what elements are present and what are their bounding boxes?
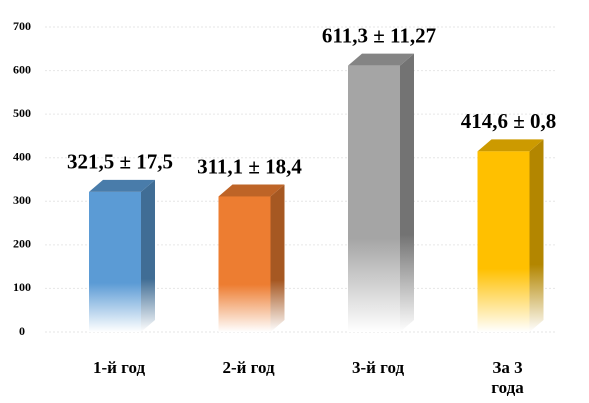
bar <box>348 65 400 332</box>
y-tick-label: 500 <box>13 106 31 120</box>
x-tick-label: За 3 года <box>491 358 524 397</box>
bar-side <box>141 179 155 332</box>
bar-top <box>477 139 544 152</box>
bar-top <box>89 179 155 192</box>
bar-side <box>400 53 414 332</box>
y-tick-label: 0 <box>19 324 25 338</box>
bar <box>89 191 141 332</box>
x-tick-label: 3-й год <box>351 358 405 377</box>
bar <box>218 196 271 332</box>
bar-top <box>218 184 285 197</box>
value-label: 414,6 ± 0,8 <box>461 109 557 133</box>
value-label: 321,5 ± 17,5 <box>67 150 173 174</box>
bar <box>477 151 530 332</box>
bar-top <box>348 53 414 66</box>
value-label: 611,3 ± 11,27 <box>322 23 436 47</box>
y-tick-label: 400 <box>13 149 31 163</box>
bar-side <box>529 139 544 332</box>
y-tick-label: 200 <box>13 237 31 251</box>
bar-side <box>270 184 285 332</box>
y-tick-label: 100 <box>13 280 31 294</box>
x-tick-label: 1-й год <box>92 358 146 377</box>
x-tick-label: 2-й год <box>222 358 275 377</box>
value-label: 311,1 ± 18,4 <box>197 154 302 178</box>
y-tick-label: 300 <box>13 193 31 207</box>
y-tick-label: 700 <box>13 19 31 33</box>
y-tick-label: 600 <box>13 62 31 76</box>
